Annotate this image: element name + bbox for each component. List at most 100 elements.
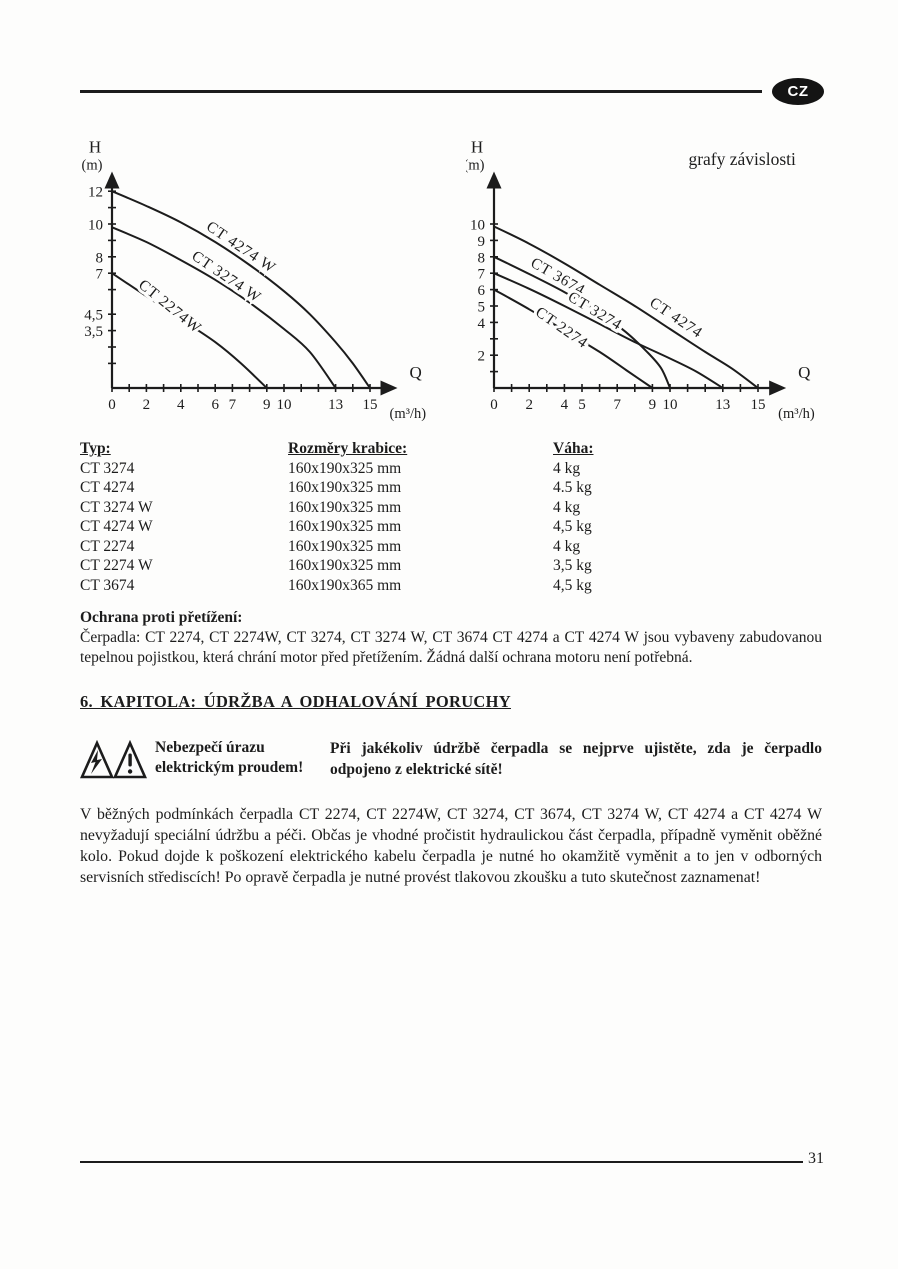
svg-text:4: 4 (478, 316, 486, 332)
svg-text:7: 7 (229, 397, 237, 413)
table-row: CT 3274 W 160x190x325 mm 4 kg (80, 498, 822, 518)
svg-text:5: 5 (478, 300, 486, 316)
type-cell: CT 4274 W (80, 518, 153, 535)
warning-label-line2: elektrickým proudem! (155, 759, 304, 776)
weight-cell: 4 kg (553, 498, 581, 516)
dimensions-cell: 160x190x325 mm (288, 557, 402, 574)
type-cell: CT 3274 (80, 459, 135, 477)
warning-block: Nebezpečí úrazu elektrickým proudem! Při… (80, 738, 822, 784)
svg-text:(m): (m) (82, 158, 103, 174)
table-row: CT 4274 160x190x325 mm 4.5 kg (80, 478, 822, 498)
svg-text:H: H (471, 138, 483, 157)
warning-icons (80, 738, 155, 784)
type-cell: CT 3274 W (80, 498, 153, 516)
svg-text:15: 15 (363, 397, 378, 413)
svg-text:Q: Q (410, 363, 422, 382)
warning-text: Při jakékoliv údržbě čerpadla se nejprve… (330, 740, 822, 778)
warning-label-line1: Nebezpečí úrazu (155, 739, 265, 756)
svg-text:8: 8 (478, 250, 486, 266)
col-header-type: Typ: (80, 440, 111, 457)
dimensions-cell: 160x190x325 mm (288, 537, 402, 555)
dimensions-cell: 160x190x325 mm (288, 518, 402, 535)
svg-text:(m): (m) (466, 158, 485, 174)
svg-text:13: 13 (328, 397, 343, 413)
svg-text:H: H (89, 138, 101, 157)
svg-text:7: 7 (478, 267, 486, 283)
maintenance-paragraph: V běžných podmínkách čerpadla CT 2274, C… (80, 806, 822, 886)
charts-note: grafy závislosti (688, 149, 796, 169)
overload-body: Čerpadla: CT 2274, CT 2274W, CT 3274, CT… (80, 629, 822, 666)
svg-text:9: 9 (263, 397, 271, 413)
col-header-dimensions: Rozměry krabice: (288, 440, 408, 457)
svg-text:10: 10 (663, 397, 678, 413)
svg-text:6: 6 (211, 397, 219, 413)
weight-cell: 4 kg (553, 459, 581, 477)
electric-hazard-icon (80, 740, 114, 779)
svg-text:10: 10 (88, 218, 103, 234)
svg-text:8: 8 (96, 250, 104, 266)
table-row: CT 2274 W 160x190x325 mm 3,5 kg (80, 556, 822, 576)
weight-cell: 4.5 kg (553, 479, 592, 496)
type-cell: CT 4274 (80, 479, 135, 496)
svg-text:4: 4 (561, 397, 569, 413)
page-number: 31 (808, 1150, 824, 1167)
type-cell: CT 2274 (80, 537, 135, 555)
svg-text:4: 4 (177, 397, 185, 413)
svg-text:0: 0 (490, 397, 498, 413)
svg-text:2: 2 (478, 349, 486, 365)
type-cell: CT 3674 (80, 576, 135, 594)
type-cell: CT 2274 W (80, 557, 153, 574)
dimensions-cell: 160x190x325 mm (288, 459, 402, 477)
page-header: CZ (80, 78, 824, 105)
dimensions-cell: 160x190x365 mm (288, 576, 402, 594)
svg-text:12: 12 (88, 185, 103, 201)
svg-text:9: 9 (478, 234, 486, 250)
weight-cell: 4,5 kg (553, 518, 592, 535)
table-row: CT 4274 W 160x190x325 mm 4,5 kg (80, 517, 822, 537)
table-row: CT 2274 160x190x325 mm 4 kg (80, 537, 822, 557)
svg-text:CT 2274W: CT 2274W (135, 276, 204, 337)
svg-text:(m³/h): (m³/h) (390, 406, 427, 422)
spec-table-header: Typ: Rozměry krabice: Váha: (80, 439, 822, 459)
svg-text:5: 5 (578, 397, 586, 413)
table-row: CT 3274 160x190x325 mm 4 kg (80, 459, 822, 479)
table-row: CT 3674 160x190x365 mm 4,5 kg (80, 576, 822, 596)
svg-text:13: 13 (715, 397, 730, 413)
overload-section: Ochrana proti přetížení: Čerpadla: CT 22… (80, 609, 822, 668)
svg-text:CT 4274: CT 4274 (646, 294, 705, 342)
weight-cell: 4,5 kg (553, 576, 592, 594)
warning-label: Nebezpečí úrazu elektrickým proudem! (155, 738, 330, 778)
weight-cell: 3,5 kg (553, 557, 592, 574)
svg-text:(m³/h): (m³/h) (778, 406, 815, 422)
svg-text:2: 2 (525, 397, 533, 413)
general-warning-icon (113, 740, 147, 779)
content-column: Typ: Rozměry krabice: Váha: CT 3274 160x1… (80, 439, 822, 888)
spec-table-body: CT 3274 160x190x325 mm 4 kg CT 4274 160x190x… (80, 459, 822, 596)
svg-text:Q: Q (798, 363, 810, 382)
spec-table: Typ: Rozměry krabice: Váha: CT 3274 160x1… (80, 439, 822, 595)
chapter-heading: 6. KAPITOLA: ÚDRŽBA A ODHALOVÁNÍ PORUCHY (80, 692, 511, 711)
svg-text:6: 6 (478, 283, 486, 299)
svg-text:4,5: 4,5 (84, 308, 103, 324)
footer-rule (80, 1160, 803, 1163)
language-badge-label: CZ (787, 83, 809, 100)
pump-curve-charts: 0 2 4 6 7 9 10 13 15 12 10 8 7 4,5 3,5 CT 4274 W CT 3274… (70, 123, 898, 431)
svg-text:2: 2 (143, 397, 151, 413)
overload-heading: Ochrana proti přetížení: (80, 609, 243, 626)
hazard-icons-graphic (80, 740, 147, 779)
language-badge: CZ (772, 78, 824, 105)
page-footer: 31 (80, 1150, 824, 1168)
dimensions-cell: 160x190x325 mm (288, 479, 402, 496)
header-rule (80, 90, 762, 93)
svg-text:15: 15 (751, 397, 766, 413)
dimensions-cell: 160x190x325 mm (288, 498, 402, 516)
svg-text:7: 7 (96, 267, 104, 283)
svg-text:0: 0 (108, 397, 116, 413)
col-header-weight: Váha: (553, 440, 594, 457)
svg-text:10: 10 (470, 218, 485, 234)
svg-text:9: 9 (649, 397, 657, 413)
svg-text:7: 7 (613, 397, 621, 413)
